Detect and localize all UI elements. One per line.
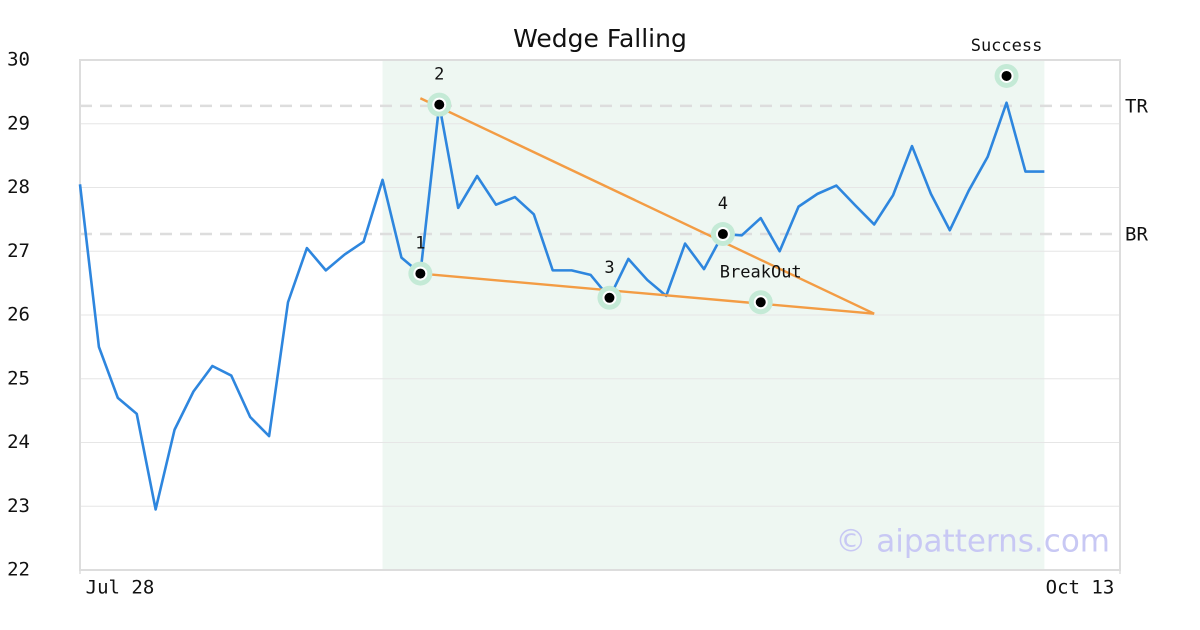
y-tick-label: 26 [7, 304, 30, 326]
x-tick-label: Jul 28 [86, 577, 155, 599]
point-marker [432, 97, 447, 112]
trend-line [420, 272, 875, 315]
y-tick-label: 27 [7, 240, 30, 262]
y-tick-label: 25 [7, 367, 30, 389]
y-tick-label: 29 [7, 112, 30, 134]
chart-title: Wedge Falling [513, 24, 687, 53]
point-marker [602, 290, 617, 305]
point-label: 2 [434, 65, 444, 85]
y-tick-label: 24 [7, 431, 30, 453]
y-tick-label: 22 [7, 559, 30, 581]
y-tick-label: 30 [7, 49, 30, 71]
point-label: 3 [604, 258, 614, 278]
point-marker [753, 295, 768, 310]
point-label: 1 [415, 234, 425, 254]
plot-frame [79, 59, 1121, 571]
point-marker [413, 266, 428, 281]
reference-label: TR [1125, 95, 1148, 117]
point-marker [999, 68, 1014, 83]
y-tick-label: 28 [7, 176, 30, 198]
watermark: © aipatterns.com [835, 524, 1110, 560]
reference-label: BR [1125, 224, 1148, 246]
point-label: 4 [718, 194, 728, 214]
point-marker [715, 227, 730, 242]
trend-line [419, 97, 875, 315]
y-tick-label: 23 [7, 495, 30, 517]
x-tick-label: Oct 13 [1046, 577, 1115, 599]
point-label: BreakOut [720, 262, 802, 282]
point-label: Success [971, 36, 1043, 56]
price-line [78, 101, 1045, 511]
